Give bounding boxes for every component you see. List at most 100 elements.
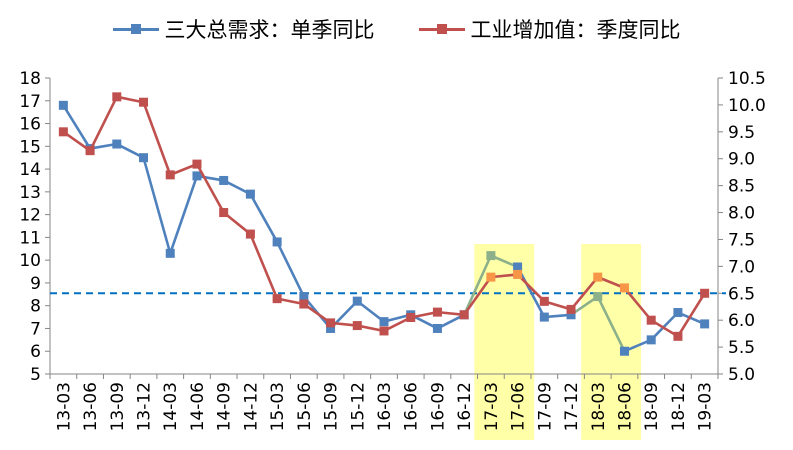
y-left-tick-label: 14 bbox=[19, 160, 41, 180]
y-right-tick-label: 10.5 bbox=[728, 69, 766, 89]
series-1-point bbox=[58, 127, 68, 137]
y-left-tick-label: 10 bbox=[19, 251, 41, 271]
series-1-point bbox=[326, 318, 336, 328]
series-0-point bbox=[352, 296, 362, 306]
y-left-tick-label: 11 bbox=[19, 228, 41, 248]
series-0-point bbox=[646, 335, 656, 345]
x-tick-label: 13-06 bbox=[81, 382, 101, 431]
series-1-segment bbox=[195, 162, 225, 214]
legend-item-demand: 三大总需求：单季同比 bbox=[112, 14, 375, 44]
series-1-segment bbox=[142, 100, 172, 177]
x-tick-label: 14-09 bbox=[215, 382, 235, 431]
series-1-point bbox=[673, 331, 683, 341]
x-tick-label: 13-12 bbox=[135, 382, 155, 431]
series-0-point bbox=[432, 323, 442, 333]
series-0-point bbox=[593, 292, 603, 302]
y-left-tick-label: 16 bbox=[19, 115, 41, 135]
series-1-point bbox=[539, 296, 549, 306]
series-1-point bbox=[139, 97, 149, 107]
x-tick-label: 19-03 bbox=[696, 382, 716, 431]
series-0-segment bbox=[142, 156, 172, 255]
x-tick-label: 16-12 bbox=[455, 382, 475, 431]
series-0-point bbox=[112, 139, 122, 149]
x-tick-label: 16-06 bbox=[402, 382, 422, 431]
series-0-segment bbox=[596, 295, 626, 353]
y-right-tick-label: 9.0 bbox=[728, 150, 755, 170]
series-1-point bbox=[245, 229, 255, 239]
legend-swatch-demand bbox=[112, 21, 159, 37]
highlight-band-1 bbox=[581, 244, 642, 440]
series-1-segment bbox=[249, 232, 279, 300]
series-0-segment bbox=[462, 254, 493, 317]
series-1-segment bbox=[462, 275, 493, 317]
x-tick-label: 15-09 bbox=[322, 382, 342, 431]
series-1-segment bbox=[623, 286, 653, 322]
legend-swatch-industrial bbox=[418, 21, 465, 37]
series-0-point bbox=[299, 292, 309, 302]
series-1-point bbox=[646, 315, 656, 325]
series-0-point bbox=[513, 262, 523, 272]
series-0-segment bbox=[62, 104, 92, 150]
y-left-tick-label: 13 bbox=[19, 183, 41, 203]
y-right-tick-label: 6.0 bbox=[728, 311, 755, 331]
y-left-tick-label: 5 bbox=[30, 365, 41, 385]
legend-item-industrial: 工业增加值：季度同比 bbox=[418, 14, 681, 44]
x-tick-label: 14-03 bbox=[161, 382, 181, 431]
series-0-point bbox=[379, 317, 389, 327]
x-tick-label: 18-12 bbox=[669, 382, 689, 431]
series-0-segment bbox=[168, 174, 199, 255]
x-tick-label: 17-06 bbox=[509, 382, 529, 431]
y-right-tick-label: 8.0 bbox=[728, 204, 755, 224]
series-1-point bbox=[459, 310, 469, 320]
y-left-tick-label: 7 bbox=[30, 319, 41, 339]
series-1-point bbox=[299, 299, 309, 309]
series-1-point bbox=[593, 272, 603, 282]
series-1-point bbox=[272, 294, 282, 304]
legend: 三大总需求：单季同比 工业增加值：季度同比 bbox=[0, 14, 793, 44]
x-tick-label: 13-09 bbox=[108, 382, 128, 431]
series-0-point bbox=[566, 310, 576, 320]
x-tick-label: 16-03 bbox=[375, 382, 395, 431]
series-1-segment bbox=[676, 291, 706, 338]
series-1-point bbox=[219, 208, 229, 218]
series-1-point bbox=[112, 92, 122, 102]
y-right-tick-label: 9.5 bbox=[728, 123, 755, 143]
y-right-tick-label: 6.5 bbox=[728, 284, 755, 304]
x-tick-label: 16-09 bbox=[428, 382, 448, 431]
series-0-point bbox=[245, 189, 255, 199]
series-1-segment bbox=[88, 95, 119, 152]
series-0-point bbox=[486, 251, 496, 261]
series-0-point bbox=[700, 319, 710, 329]
y-right-tick-label: 7.5 bbox=[728, 230, 755, 250]
y-right-tick-label: 8.5 bbox=[728, 177, 755, 197]
y-right-tick-label: 10.0 bbox=[728, 96, 766, 116]
y-right-tick-label: 5.0 bbox=[728, 365, 755, 385]
series-1-point bbox=[352, 321, 362, 331]
series-0-point bbox=[192, 171, 202, 181]
series-0-point bbox=[219, 175, 229, 185]
series-1-point bbox=[406, 312, 416, 322]
x-tick-label: 17-12 bbox=[562, 382, 582, 431]
x-tick-label: 18-03 bbox=[589, 382, 609, 431]
series-0-segment bbox=[249, 192, 279, 244]
series-0-point bbox=[165, 248, 175, 258]
y-left-tick-label: 17 bbox=[19, 92, 41, 112]
series-1-segment bbox=[569, 275, 600, 311]
x-tick-label: 14-12 bbox=[241, 382, 261, 431]
x-tick-label: 15-03 bbox=[268, 382, 288, 431]
series-1-point bbox=[700, 288, 710, 298]
series-1-point bbox=[379, 326, 389, 336]
x-tick-label: 17-03 bbox=[482, 382, 502, 431]
series-0-point bbox=[619, 346, 629, 356]
series-0-point bbox=[326, 323, 336, 333]
series-0-segment bbox=[649, 311, 680, 342]
legend-label-industrial: 工业增加值：季度同比 bbox=[470, 18, 681, 42]
y-left-tick-label: 12 bbox=[19, 206, 41, 226]
y-right-tick-label: 7.0 bbox=[728, 257, 755, 277]
series-1-point bbox=[619, 283, 629, 293]
series-1-point bbox=[192, 159, 202, 169]
x-tick-label: 13-03 bbox=[54, 382, 74, 431]
x-tick-label: 18-06 bbox=[615, 382, 635, 431]
legend-label-demand: 三大总需求：单季同比 bbox=[164, 18, 375, 42]
